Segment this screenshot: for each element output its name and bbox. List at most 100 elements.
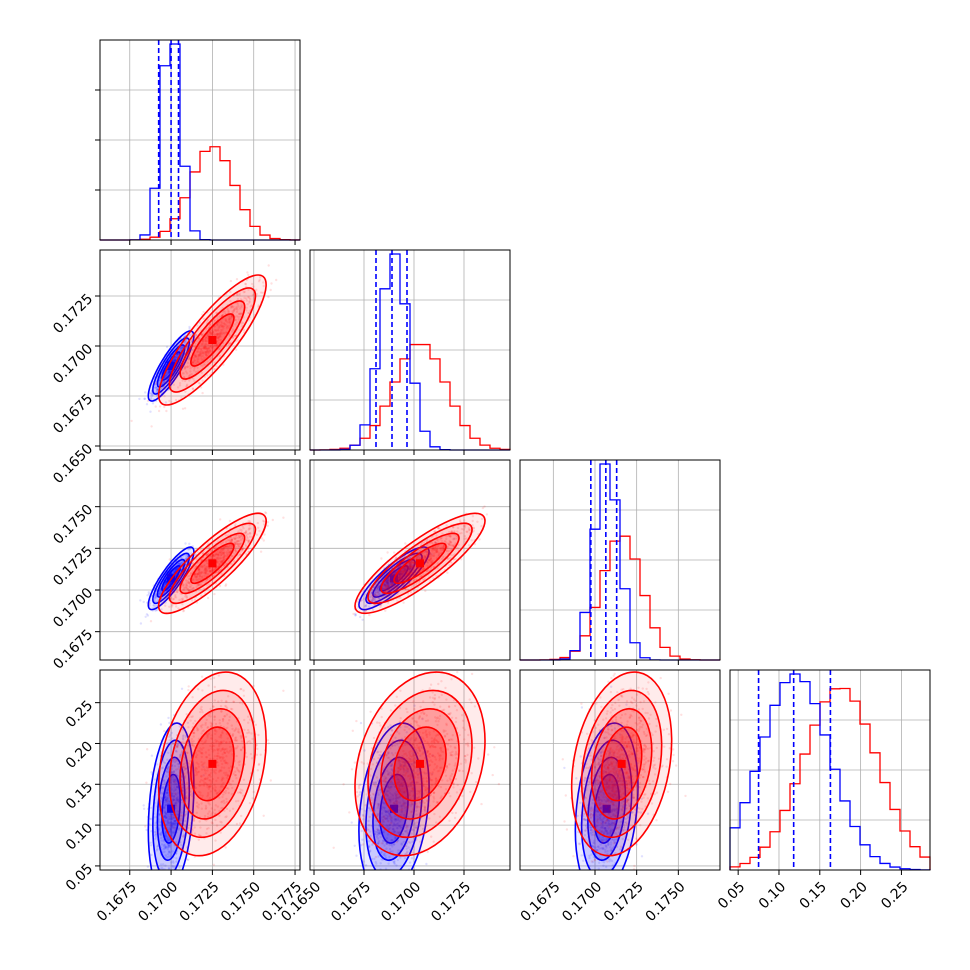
sample-point — [236, 540, 239, 543]
sample-point — [228, 334, 231, 337]
sample-point — [186, 361, 189, 365]
density-peak — [416, 559, 424, 568]
sample-point — [231, 310, 234, 313]
sample-point — [220, 550, 224, 553]
sample-point — [386, 580, 390, 583]
sample-point — [376, 593, 379, 597]
sample-point — [454, 542, 457, 545]
sample-point — [210, 346, 213, 350]
sample-point — [217, 570, 220, 573]
sample-point — [460, 531, 463, 535]
sample-point — [467, 544, 471, 547]
sample-point — [402, 601, 405, 604]
sample-point — [167, 370, 171, 373]
sample-point — [408, 567, 412, 571]
sample-point — [216, 565, 219, 569]
sample-point — [383, 583, 387, 587]
sample-point — [188, 574, 191, 578]
sample-point — [186, 575, 189, 578]
sample-point — [386, 581, 389, 584]
sample-point — [215, 553, 218, 556]
sample-point — [197, 357, 200, 361]
sample-point — [184, 558, 187, 561]
y-tick-label: 0.1700 — [50, 341, 96, 387]
sample-point — [430, 553, 434, 556]
sample-point — [262, 520, 266, 523]
sample-point — [230, 538, 234, 542]
sample-point — [422, 541, 425, 544]
sample-point — [194, 355, 197, 358]
sample-point — [460, 558, 463, 561]
sample-point — [258, 278, 261, 281]
sample-point — [399, 571, 403, 575]
sample-point — [224, 563, 227, 567]
y-tick-label: 0.1750 — [50, 502, 96, 548]
sample-point — [168, 558, 171, 561]
sample-point — [397, 573, 400, 576]
sample-point — [184, 553, 187, 557]
sample-point — [217, 336, 220, 340]
sample-point — [166, 372, 170, 375]
sample-point — [411, 566, 414, 569]
sample-point — [375, 583, 379, 586]
sample-point — [429, 559, 432, 562]
sample-point — [173, 587, 176, 590]
sample-point — [168, 369, 172, 372]
sample-point — [213, 320, 217, 323]
sample-point — [205, 565, 208, 568]
sample-point — [382, 584, 385, 587]
sample-point — [217, 551, 220, 554]
sample-point — [198, 354, 201, 357]
sample-point — [386, 577, 389, 580]
sample-point — [191, 562, 194, 565]
sample-point — [399, 573, 402, 576]
sample-point — [166, 371, 170, 374]
sample-point — [190, 584, 193, 587]
sample-point — [174, 359, 177, 362]
sample-point — [434, 551, 437, 554]
sample-point — [359, 615, 362, 619]
sample-point — [257, 526, 260, 529]
sample-point — [443, 545, 446, 548]
sample-point — [398, 576, 401, 579]
sample-point — [235, 310, 239, 314]
sample-point — [172, 597, 176, 601]
sample-point — [422, 551, 425, 554]
sample-point — [222, 553, 225, 556]
sample-point — [184, 370, 188, 373]
sample-point — [215, 333, 218, 336]
sample-point — [467, 527, 471, 530]
sample-point — [224, 331, 228, 334]
sample-point — [200, 359, 204, 362]
sample-point — [397, 580, 401, 583]
sample-point — [373, 591, 377, 594]
sample-point — [401, 579, 404, 582]
sample-point — [207, 352, 210, 355]
sample-point — [397, 576, 400, 580]
sample-point — [437, 540, 440, 544]
sample-point — [209, 333, 212, 336]
sample-point — [219, 345, 222, 349]
sample-point — [248, 524, 251, 527]
sample-point — [391, 582, 394, 585]
sample-point — [204, 568, 207, 571]
sample-point — [188, 582, 191, 585]
sample-point — [374, 592, 377, 595]
sample-point — [389, 579, 392, 582]
sample-point — [164, 581, 167, 584]
sample-point — [386, 590, 389, 593]
sample-point — [411, 561, 414, 564]
sample-point — [220, 553, 223, 556]
sample-point — [450, 530, 453, 533]
sample-point — [399, 570, 402, 574]
sample-point — [173, 871, 175, 873]
sample-point — [211, 346, 214, 349]
sample-point — [400, 572, 403, 575]
sample-point — [167, 921, 169, 923]
sample-point — [153, 596, 157, 599]
sample-point — [476, 520, 479, 523]
sample-point — [380, 557, 383, 560]
sample-point — [205, 348, 209, 351]
sample-point — [154, 609, 157, 612]
sample-point — [214, 344, 217, 347]
